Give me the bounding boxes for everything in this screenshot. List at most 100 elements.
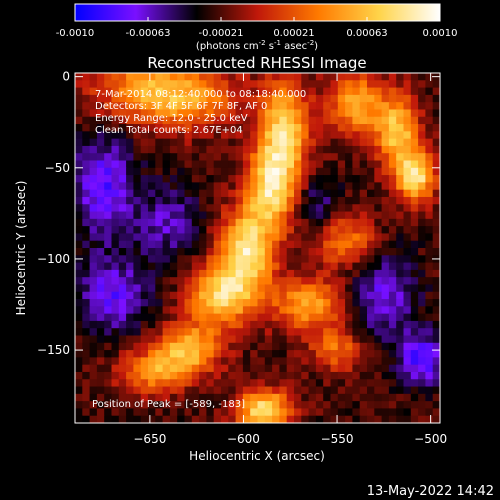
heatmap-cell bbox=[432, 299, 440, 307]
heatmap-cell bbox=[272, 116, 280, 125]
heatmap-cell bbox=[330, 306, 339, 315]
heatmap-cell bbox=[315, 211, 324, 220]
heatmap-cell bbox=[96, 328, 105, 337]
heatmap-cell bbox=[133, 386, 142, 395]
heatmap-cell bbox=[104, 342, 113, 351]
heatmap-cell bbox=[330, 408, 339, 417]
heatmap-cell bbox=[388, 350, 397, 358]
heatmap-cell bbox=[221, 306, 229, 315]
heatmap-cell bbox=[177, 175, 186, 183]
heatmap-cell bbox=[345, 386, 353, 395]
heatmap-cell bbox=[286, 138, 295, 147]
heatmap-cell bbox=[330, 109, 339, 118]
heatmap-cell bbox=[301, 379, 310, 388]
x-axis-label: Heliocentric X (arcsec) bbox=[189, 449, 325, 463]
heatmap-cell bbox=[242, 277, 251, 286]
heatmap-cell bbox=[323, 226, 332, 235]
heatmap-cell bbox=[388, 357, 397, 366]
heatmap-cell bbox=[432, 211, 440, 220]
peak-position-label: Position of Peak = [-589, -183] bbox=[92, 399, 245, 410]
heatmap-cell bbox=[89, 328, 98, 337]
heatmap-cell bbox=[425, 248, 434, 256]
heatmap-cell bbox=[96, 175, 105, 183]
heatmap-cell bbox=[337, 116, 346, 125]
heatmap-cell bbox=[359, 255, 368, 264]
heatmap-cell bbox=[403, 138, 412, 147]
heatmap-cell bbox=[89, 109, 98, 118]
heatmap-cell bbox=[374, 379, 383, 388]
heatmap-cell bbox=[337, 269, 346, 278]
heatmap-cell bbox=[315, 240, 324, 249]
heatmap-cell bbox=[250, 379, 259, 388]
heatmap-cell bbox=[89, 291, 98, 300]
heatmap-cell bbox=[425, 211, 434, 220]
heatmap-cell bbox=[133, 73, 142, 81]
heatmap-cell bbox=[279, 401, 288, 410]
heatmap-cell bbox=[323, 277, 332, 286]
heatmap-cell bbox=[432, 204, 440, 213]
heatmap-cell bbox=[345, 299, 353, 307]
heatmap-cell bbox=[206, 124, 215, 132]
heatmap-cell bbox=[286, 233, 295, 242]
heatmap-cell bbox=[250, 153, 259, 162]
heatmap-cell bbox=[206, 80, 215, 89]
heatmap-cell bbox=[126, 306, 134, 315]
heatmap-cell bbox=[96, 167, 105, 176]
heatmap-cell bbox=[235, 211, 244, 220]
heatmap-cell bbox=[345, 87, 353, 96]
heatmap-cell bbox=[111, 269, 120, 278]
heatmap-cell bbox=[425, 145, 434, 154]
heatmap-cell bbox=[367, 269, 375, 278]
heatmap-cell bbox=[272, 415, 280, 423]
heatmap-cell bbox=[425, 73, 434, 81]
heatmap-cell bbox=[330, 350, 339, 358]
heatmap-cell bbox=[286, 401, 295, 410]
heatmap-cell bbox=[337, 262, 346, 271]
heatmap-cell bbox=[206, 153, 215, 162]
heatmap-cell bbox=[82, 248, 91, 256]
heatmap-cell bbox=[337, 379, 346, 388]
heatmap-cell bbox=[308, 175, 317, 183]
heatmap-cell bbox=[345, 124, 353, 132]
heatmap-cell bbox=[133, 306, 142, 315]
heatmap-cell bbox=[206, 226, 215, 235]
heatmap-cell bbox=[432, 153, 440, 162]
heatmap-cell bbox=[162, 357, 171, 366]
heatmap-cell bbox=[345, 255, 353, 264]
heatmap-cell bbox=[330, 313, 339, 322]
heatmap-cell bbox=[162, 175, 171, 183]
heatmap-cell bbox=[111, 116, 120, 125]
heatmap-cell bbox=[345, 379, 353, 388]
heatmap-cell bbox=[82, 408, 91, 417]
heatmap-cell bbox=[308, 182, 317, 191]
heatmap-cell bbox=[388, 167, 397, 176]
heatmap-cell bbox=[213, 306, 222, 315]
heatmap-cell bbox=[96, 386, 105, 395]
heatmap-cell bbox=[315, 218, 324, 227]
heatmap-cell bbox=[191, 335, 200, 344]
heatmap-cell bbox=[308, 313, 317, 322]
heatmap-cell bbox=[221, 211, 229, 220]
heatmap-cell bbox=[323, 211, 332, 220]
heatmap-cell bbox=[308, 291, 317, 300]
heatmap-cell bbox=[388, 364, 397, 373]
heatmap-cell bbox=[111, 131, 120, 140]
heatmap-cell bbox=[286, 160, 295, 169]
heatmap-cell bbox=[104, 401, 113, 410]
heatmap-cell bbox=[235, 364, 244, 373]
heatmap-cell bbox=[82, 335, 91, 344]
heatmap-cell bbox=[242, 204, 251, 213]
heatmap-cell bbox=[199, 284, 207, 293]
heatmap-cell bbox=[330, 226, 339, 235]
heatmap-cell bbox=[308, 342, 317, 351]
heatmap-cell bbox=[396, 240, 405, 249]
heatmap-cell bbox=[213, 379, 222, 388]
heatmap-cell bbox=[388, 262, 397, 271]
heatmap-cell bbox=[140, 233, 149, 242]
heatmap-cell bbox=[286, 189, 295, 198]
heatmap-cell bbox=[388, 94, 397, 103]
heatmap-cell bbox=[235, 335, 244, 344]
heatmap-cell bbox=[367, 328, 375, 337]
heatmap-cell bbox=[396, 218, 405, 227]
heatmap-cell bbox=[177, 393, 186, 402]
